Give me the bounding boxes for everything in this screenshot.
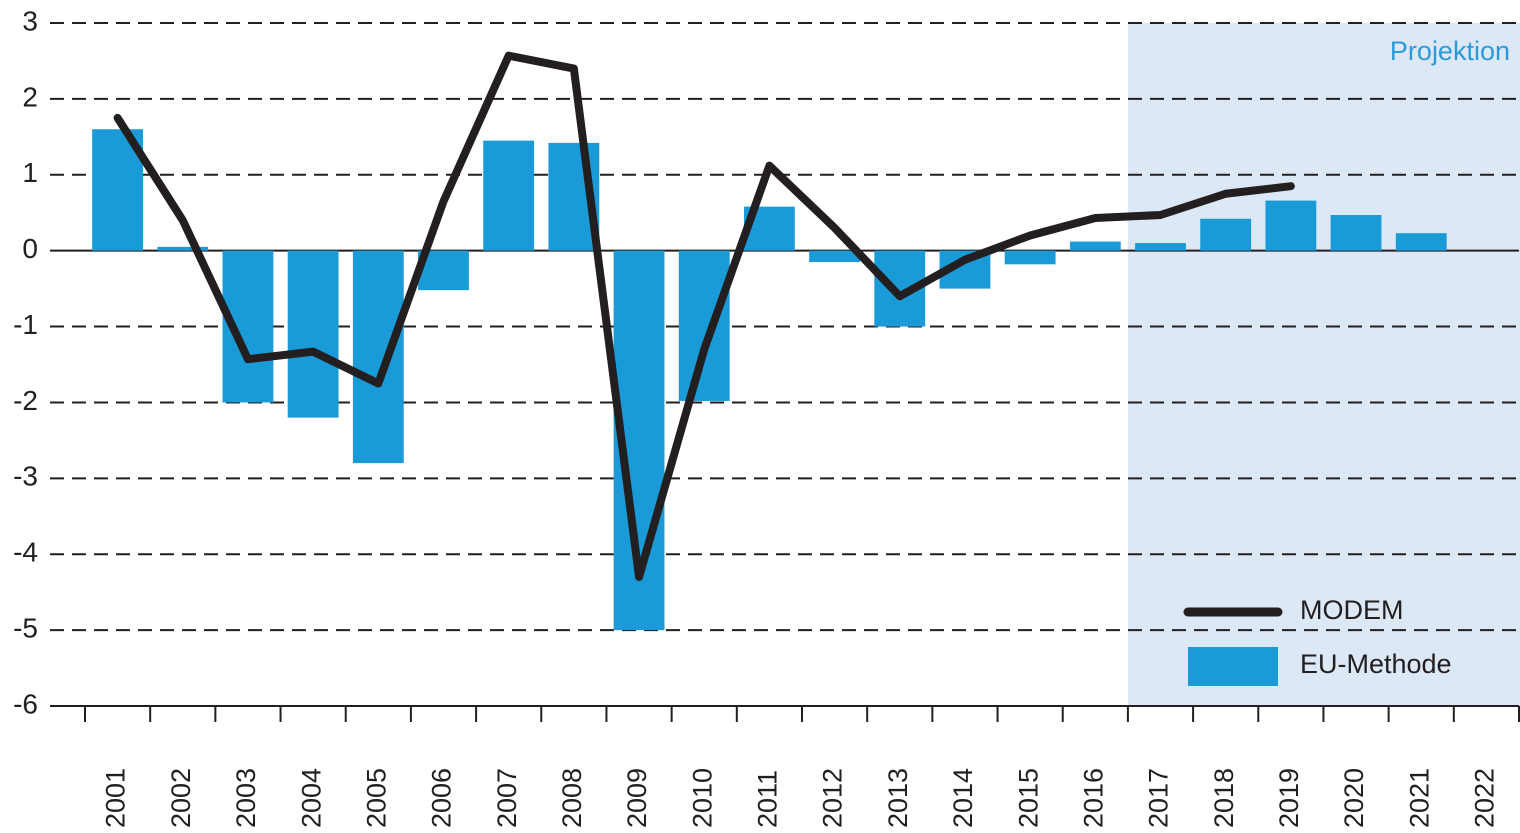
bar — [1265, 200, 1317, 251]
y-tick-label: -2 — [13, 385, 38, 416]
x-tick-label: 2006 — [427, 768, 457, 828]
bar — [1395, 233, 1447, 251]
bar — [678, 250, 730, 401]
x-tick-label: 2015 — [1013, 768, 1043, 828]
x-tick-label: 2021 — [1404, 768, 1434, 828]
x-tick-label: 2009 — [622, 768, 652, 828]
x-tick-label: 2005 — [361, 768, 391, 828]
y-tick-label: -4 — [13, 537, 38, 568]
y-tick-label: 2 — [22, 81, 38, 112]
y-tick-label: -5 — [13, 613, 38, 644]
y-tick-label: 1 — [22, 157, 38, 188]
x-tick-label: 2018 — [1209, 768, 1239, 828]
bar — [483, 140, 535, 251]
projection-label: Projektion — [1390, 36, 1510, 66]
x-tick-label: 2016 — [1078, 768, 1108, 828]
x-tick-label: 2022 — [1470, 768, 1500, 828]
x-tick-label: 2003 — [231, 768, 261, 828]
x-tick-label: 2002 — [166, 768, 196, 828]
bar — [1135, 243, 1186, 251]
x-tick-label: 2019 — [1274, 768, 1304, 828]
y-tick-label: -6 — [13, 688, 38, 719]
x-tick-label: 2010 — [687, 768, 717, 828]
bar — [1200, 218, 1252, 251]
bar — [352, 250, 404, 464]
legend-label: MODEM — [1300, 595, 1404, 625]
x-tick-label: 2001 — [101, 768, 131, 828]
x-tick-label: 2008 — [557, 768, 587, 828]
projection-area — [1127, 23, 1520, 706]
y-tick-label: 0 — [22, 233, 38, 264]
bar — [1069, 241, 1121, 251]
y-tick-label: 3 — [22, 5, 38, 36]
x-tick-label: 2004 — [296, 768, 326, 828]
x-tick-label: 2012 — [818, 768, 848, 828]
bar — [1330, 214, 1382, 251]
x-tick-label: 2014 — [948, 768, 978, 828]
x-tick-label: 2020 — [1339, 768, 1369, 828]
line — [113, 51, 1295, 581]
bar — [1004, 250, 1056, 265]
legend-swatch — [1188, 647, 1278, 686]
bar — [157, 246, 209, 251]
bar — [809, 250, 861, 263]
x-tick-label: 2011 — [753, 770, 783, 828]
x-tick-label: 2017 — [1144, 768, 1174, 828]
legend-label: EU-Methode — [1300, 649, 1452, 679]
y-tick-label: -1 — [13, 309, 38, 340]
bar — [287, 250, 339, 418]
x-tick-label: 2007 — [492, 768, 522, 828]
x-tick-label: 2013 — [883, 768, 913, 828]
y-tick-label: -3 — [13, 461, 38, 492]
